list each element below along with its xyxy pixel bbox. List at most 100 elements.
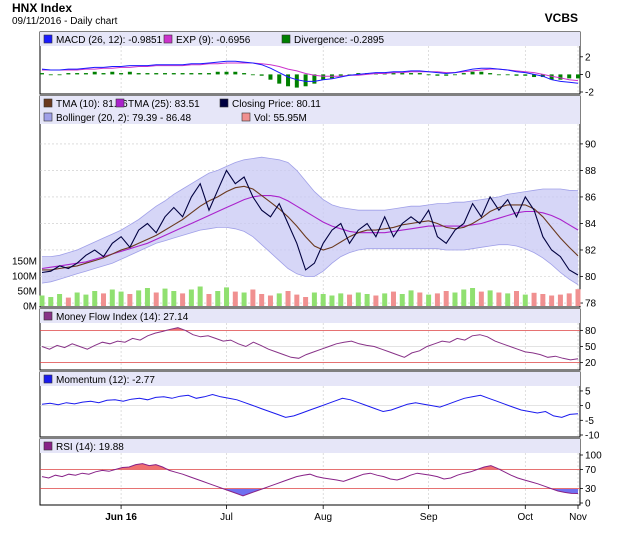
divergence-bar	[391, 73, 396, 75]
volume-bar	[478, 291, 484, 306]
volume-bar	[347, 294, 353, 306]
volume-bar	[513, 291, 519, 306]
divergence-bar	[268, 74, 273, 80]
volume-bar	[470, 288, 476, 306]
rsi-tick-label: 100	[585, 451, 602, 462]
divergence-bar	[400, 73, 405, 75]
price-legend-bg-2	[40, 110, 580, 124]
volume-bar	[390, 291, 396, 306]
bollinger-lower-line	[41, 226, 579, 285]
volume-bar	[144, 288, 150, 306]
rsi-legend-label: RSI (14): 19.88	[56, 442, 124, 453]
price-tick-label: 80	[585, 272, 597, 283]
mfi-legend-label: Money Flow Index (14): 27.14	[56, 312, 189, 323]
divergence-bar	[110, 71, 115, 75]
volume-bar	[408, 290, 414, 306]
momentum-tick-label: -10	[585, 431, 600, 442]
rsi-tick-label: 30	[585, 484, 597, 495]
divergence-bar	[189, 73, 194, 75]
rsi-tick-label: 0	[585, 499, 591, 510]
price-legend-swatch	[43, 98, 53, 108]
divergence-bar	[294, 74, 299, 88]
divergence-bar	[496, 74, 501, 76]
divergence-bar	[83, 73, 88, 75]
volume-bar	[399, 294, 405, 306]
price-legend-label: Closing Price: 80.11	[232, 99, 321, 110]
divergence-bar	[312, 74, 317, 84]
divergence-bar	[136, 73, 141, 75]
volume-bar	[382, 293, 388, 306]
volume-bar	[549, 295, 555, 306]
volume-bar	[461, 289, 467, 306]
rsi-line	[41, 463, 579, 497]
divergence-bar	[163, 73, 168, 75]
rsi-overbought-fill	[42, 463, 578, 470]
momentum-tick-label: 5	[585, 386, 591, 397]
price-tick-label: 78	[585, 299, 597, 310]
price-tick-label: 90	[585, 139, 597, 150]
momentum-legend-swatch	[43, 374, 53, 384]
divergence-bar	[224, 71, 229, 75]
macd-legend-swatch	[281, 34, 291, 44]
divergence-bar	[119, 73, 124, 75]
macd-tick-label: 0	[585, 70, 591, 81]
divergence-bar	[242, 73, 247, 75]
chart-title: HNX Index	[12, 1, 72, 15]
volume-bar	[303, 297, 309, 306]
volume-bar	[267, 295, 273, 306]
divergence-bar	[66, 73, 71, 75]
macd-legend-label: MACD (26, 12): -0.9851	[56, 35, 163, 46]
x-tick-label: Jun 16	[105, 512, 137, 523]
volume-bar	[496, 292, 502, 306]
macd-legend-swatch	[163, 34, 173, 44]
volume-bar	[83, 294, 89, 306]
divergence-bar	[321, 74, 326, 80]
divergence-bar	[233, 71, 238, 75]
divergence-bar	[206, 73, 211, 75]
divergence-bar	[171, 73, 176, 75]
price-tick-label: 84	[585, 219, 597, 230]
volume-bar	[74, 292, 80, 306]
volume-bar	[180, 293, 186, 306]
price-tick-label: 86	[585, 192, 597, 203]
mfi-legend-bg	[40, 309, 580, 323]
volume-bar	[531, 292, 537, 306]
volume-bar	[443, 291, 449, 306]
divergence-bar	[127, 71, 132, 75]
divergence-bar	[532, 74, 537, 78]
divergence-bar	[514, 74, 519, 76]
divergence-bar	[215, 71, 220, 75]
volume-bar	[136, 290, 142, 306]
volume-bar	[188, 289, 194, 306]
volume-bar	[311, 292, 317, 306]
divergence-bar	[198, 73, 203, 75]
rsi-legend-bg	[40, 439, 580, 453]
volume-bar	[540, 294, 546, 306]
price-legend-label: TMA (10): 81.56	[56, 99, 128, 110]
divergence-bar	[356, 73, 361, 75]
x-tick-label: Sep	[420, 512, 438, 523]
volume-bar	[364, 294, 370, 306]
price-tick-label: 88	[585, 166, 597, 177]
volume-bar	[92, 291, 98, 306]
price-legend-swatch	[43, 112, 53, 122]
rsi-legend-swatch	[43, 441, 53, 451]
price-tick-label: 82	[585, 245, 597, 256]
tma10-line	[42, 185, 579, 271]
divergence-bar	[75, 73, 80, 75]
volume-bar	[101, 293, 107, 306]
volume-bar	[65, 297, 71, 306]
divergence-bar	[250, 74, 255, 76]
mfi-line	[41, 327, 579, 361]
divergence-bar	[277, 74, 282, 84]
divergence-bar	[338, 74, 343, 76]
price-legend-bg	[40, 96, 580, 110]
volume-bar	[232, 291, 238, 306]
volume-bar	[57, 294, 63, 306]
divergence-bar	[145, 73, 150, 75]
price-legend-label: TMA (25): 83.51	[128, 99, 200, 110]
volume-bar	[206, 294, 212, 306]
volume-bar	[162, 288, 168, 306]
momentum-legend-label: Momentum (12): -2.77	[56, 375, 155, 386]
x-tick-label: Nov	[569, 512, 587, 523]
